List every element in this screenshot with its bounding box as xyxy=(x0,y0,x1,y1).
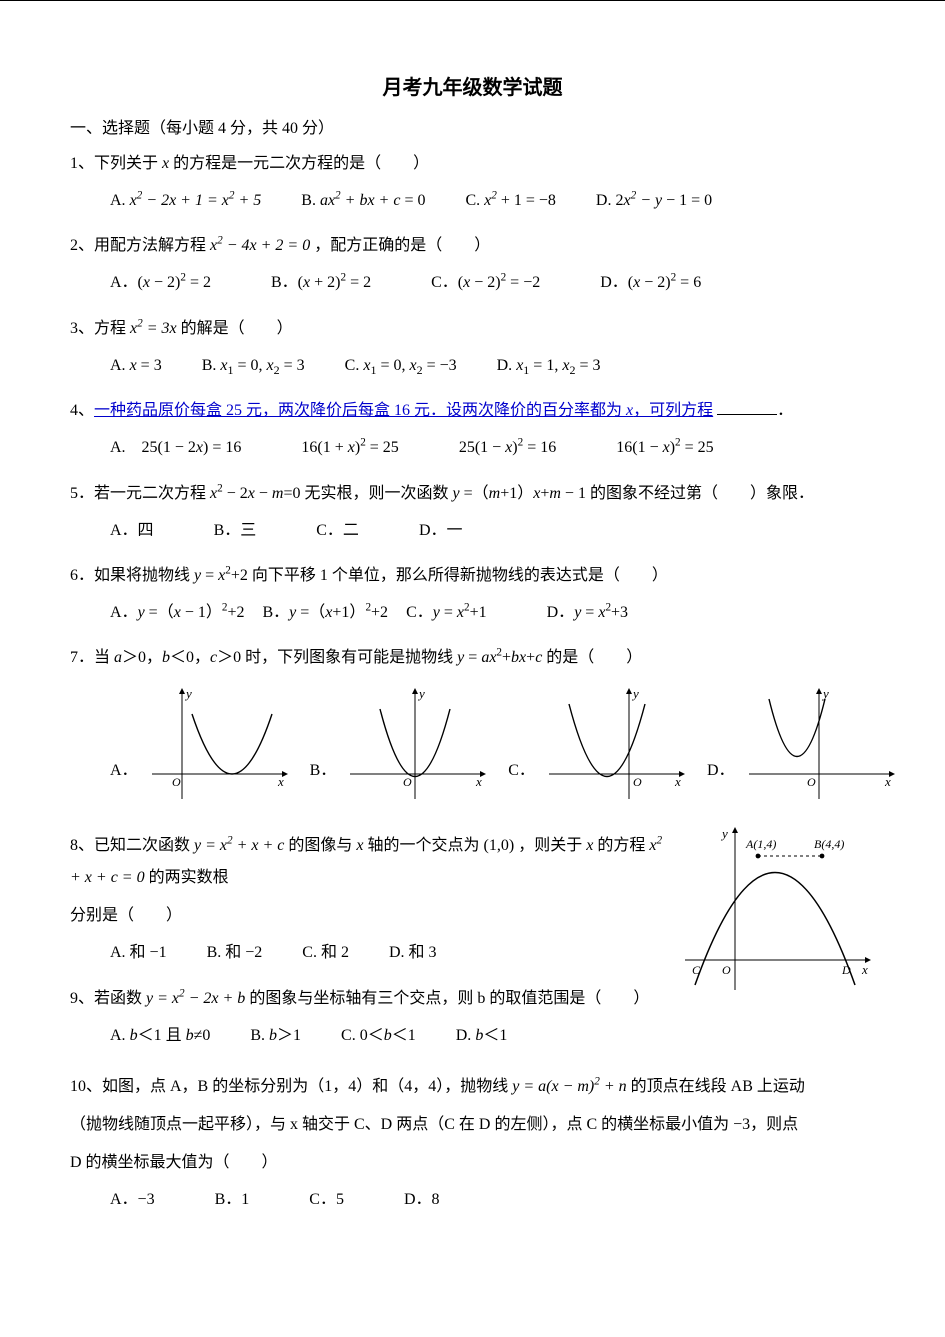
q5-opt-d: D．一 xyxy=(419,516,463,546)
q7-label-c: C． xyxy=(508,756,535,780)
q8-opt-c: C. 和 2 xyxy=(302,938,349,968)
q10-line2: （抛物线随顶点一起平移），与 x 轴交于 C、D 两点（C 在 D 的左侧），点… xyxy=(70,1109,875,1141)
q2-stem: 2、用配方法解方程 x2 − 4x + 2 = 0 ，配方正确的是（ ） xyxy=(70,230,875,262)
q1-opt-c: C. x2 + 1 = −8 xyxy=(465,186,555,216)
svg-text:C: C xyxy=(692,963,701,977)
q4-blank xyxy=(717,398,777,415)
q3-options: A. x = 3 B. x1 = 0, x2 = 3 C. x1 = 0, x2… xyxy=(70,351,875,381)
page-title: 月考九年级数学试题 xyxy=(70,71,875,100)
q9-options: A. b＜1 且 b≠0 B. b＞1 C. 0＜b＜1 D. b＜1 xyxy=(70,1021,670,1051)
q7-graphs: A． y x O B． y x O C xyxy=(110,684,875,804)
parabola-d-icon: y x O xyxy=(739,684,899,804)
q3-opt-b: B. x1 = 0, x2 = 3 xyxy=(202,351,305,381)
q10-opt-b: B．1 xyxy=(215,1185,250,1215)
svg-text:O: O xyxy=(633,775,642,789)
q7-graph-a: A． y x O xyxy=(110,684,292,804)
q9-stem: 9、若函数 y = x2 − 2x + b 的图象与坐标轴有三个交点，则 b 的… xyxy=(70,983,670,1015)
q7-graph-c: C． y x O xyxy=(508,684,689,804)
q7-label-b: B． xyxy=(310,756,337,780)
q8-stem-b: 分别是（ ） xyxy=(70,900,670,932)
svg-text:y: y xyxy=(821,686,829,701)
q1-stem-suffix: 的方程是一元二次方程的是（ ） xyxy=(169,155,429,172)
svg-text:x: x xyxy=(674,774,681,789)
q4-link: 一种药品原价每盒 25 元，两次降价后每盒 16 元．设两次降价的百分率都为 x… xyxy=(94,402,713,419)
q5-opt-a: A．四 xyxy=(110,516,154,546)
q4-opt-a: A. 25(1 − 2x) = 16 xyxy=(110,433,241,463)
q2-opt-c: C．(x − 2)2 = −2 xyxy=(431,268,540,298)
svg-text:x: x xyxy=(884,774,891,789)
svg-text:A(1,4): A(1,4) xyxy=(745,837,776,851)
svg-text:x: x xyxy=(277,774,284,789)
q5-opt-c: C．二 xyxy=(316,516,359,546)
q7-graph-d: D． y x O xyxy=(707,684,899,804)
q10-opt-c: C．5 xyxy=(309,1185,344,1215)
svg-text:O: O xyxy=(807,775,816,789)
q6-opt-a: A．y =（x − 1）2+2 xyxy=(110,598,244,628)
svg-text:x: x xyxy=(475,774,482,789)
q7-label-a: A． xyxy=(110,756,138,780)
q2-opt-b: B．(x + 2)2 = 2 xyxy=(271,268,371,298)
q2-options: A．(x − 2)2 = 2 B．(x + 2)2 = 2 C．(x − 2)2… xyxy=(70,268,875,298)
svg-text:y: y xyxy=(184,686,192,701)
parabola-a-icon: y x O xyxy=(142,684,292,804)
q7-label-d: D． xyxy=(707,756,735,780)
q1-opt-a: A. x2 − 2x + 1 = x2 + 5 xyxy=(110,186,261,216)
q3-opt-c: C. x1 = 0, x2 = −3 xyxy=(345,351,457,381)
q6-stem: 6．如果将抛物线 y = x2+2 向下平移 1 个单位，那么所得新抛物线的表达… xyxy=(70,560,875,592)
q8-opt-b: B. 和 −2 xyxy=(207,938,263,968)
q9-opt-d: D. b＜1 xyxy=(456,1021,508,1051)
q10-opt-a: A．−3 xyxy=(110,1185,155,1215)
q4-opt-d: 16(1 − x)2 = 25 xyxy=(616,433,713,463)
q7-stem: 7．当 a＞0，b＜0，c＞0 时，下列图象有可能是抛物线 y = ax2+bx… xyxy=(70,642,875,674)
q6-opt-b: B．y =（x+1）2+2 xyxy=(262,598,388,628)
q8-opt-d: D. 和 3 xyxy=(389,938,437,968)
q6-opt-d: D．y = x2+3 xyxy=(547,598,628,628)
q5-options: A．四 B．三 C．二 D．一 xyxy=(70,516,875,546)
q8-stem-a: 8、已知二次函数 y = x2 + x + c 的图像与 x 轴的一个交点为 (… xyxy=(70,830,670,894)
svg-text:x: x xyxy=(861,962,868,977)
q4-opt-b: 16(1 + x)2 = 25 xyxy=(301,433,398,463)
q8-opt-a: A. 和 −1 xyxy=(110,938,167,968)
q4-stem: 4、一种药品原价每盒 25 元，两次降价后每盒 16 元．设两次降价的百分率都为… xyxy=(70,395,875,427)
q1-opt-b: B. ax2 + bx + c = 0 xyxy=(301,186,425,216)
q10-options: A．−3 B．1 C．5 D．8 xyxy=(70,1185,875,1215)
q3-opt-a: A. x = 3 xyxy=(110,351,162,381)
svg-text:y: y xyxy=(417,686,425,701)
q5-opt-b: B．三 xyxy=(214,516,257,546)
svg-text:O: O xyxy=(403,775,412,789)
q10-opt-d: D．8 xyxy=(404,1185,440,1215)
q1-opt-d: D. 2x2 − y − 1 = 0 xyxy=(596,186,712,216)
q1-stem: 1、下列关于 x 的方程是一元二次方程的是（ ） xyxy=(70,148,875,180)
q5-stem: 5．若一元二次方程 x2 − 2x − m=0 无实根，则一次函数 y =（m+… xyxy=(70,478,875,510)
parabola-c-icon: y x O xyxy=(539,684,689,804)
q9-opt-b: B. b＞1 xyxy=(250,1021,301,1051)
q10-parabola-icon: y x O A(1,4) B(4,4) C D xyxy=(680,820,875,995)
exam-page: 月考九年级数学试题 一、选择题（每小题 4 分，共 40 分） 1、下列关于 x… xyxy=(0,0,945,1337)
svg-text:D: D xyxy=(841,963,851,977)
q4-opt-c: 25(1 − x)2 = 16 xyxy=(459,433,556,463)
svg-text:y: y xyxy=(631,686,639,701)
q2-opt-a: A．(x − 2)2 = 2 xyxy=(110,268,211,298)
parabola-b-icon: y x O xyxy=(340,684,490,804)
svg-text:O: O xyxy=(722,963,731,977)
q1-options: A. x2 − 2x + 1 = x2 + 5 B. ax2 + bx + c … xyxy=(70,186,875,216)
q8-options: A. 和 −1 B. 和 −2 C. 和 2 D. 和 3 xyxy=(70,938,670,968)
q2-opt-d: D．(x − 2)2 = 6 xyxy=(600,268,701,298)
svg-text:y: y xyxy=(720,826,728,841)
q9-opt-a: A. b＜1 且 b≠0 xyxy=(110,1021,210,1051)
q6-options: A．y =（x − 1）2+2 B．y =（x+1）2+2 C．y = x2+1 D… xyxy=(70,598,875,628)
q3-opt-d: D. x1 = 1, x2 = 3 xyxy=(497,351,601,381)
q10-figure: y x O A(1,4) B(4,4) C D xyxy=(680,820,875,1000)
q10-line1: 10、如图，点 A，B 的坐标分别为（1，4）和（4，4），抛物线 y = a(… xyxy=(70,1071,875,1103)
q6-opt-c: C．y = x2+1 xyxy=(406,598,487,628)
q3-stem: 3、方程 x2 = 3x 的解是（ ） xyxy=(70,313,875,345)
svg-text:B(4,4): B(4,4) xyxy=(814,837,844,851)
section-1-heading: 一、选择题（每小题 4 分，共 40 分） xyxy=(70,114,875,138)
q1-stem-prefix: 1、下列关于 xyxy=(70,155,162,172)
q10-line3: D 的横坐标最大值为（ ） xyxy=(70,1147,875,1179)
q7-graph-b: B． y x O xyxy=(310,684,491,804)
svg-text:O: O xyxy=(172,775,181,789)
q4-options: A. 25(1 − 2x) = 16 16(1 + x)2 = 25 25(1 … xyxy=(70,433,875,463)
q9-opt-c: C. 0＜b＜1 xyxy=(341,1021,416,1051)
